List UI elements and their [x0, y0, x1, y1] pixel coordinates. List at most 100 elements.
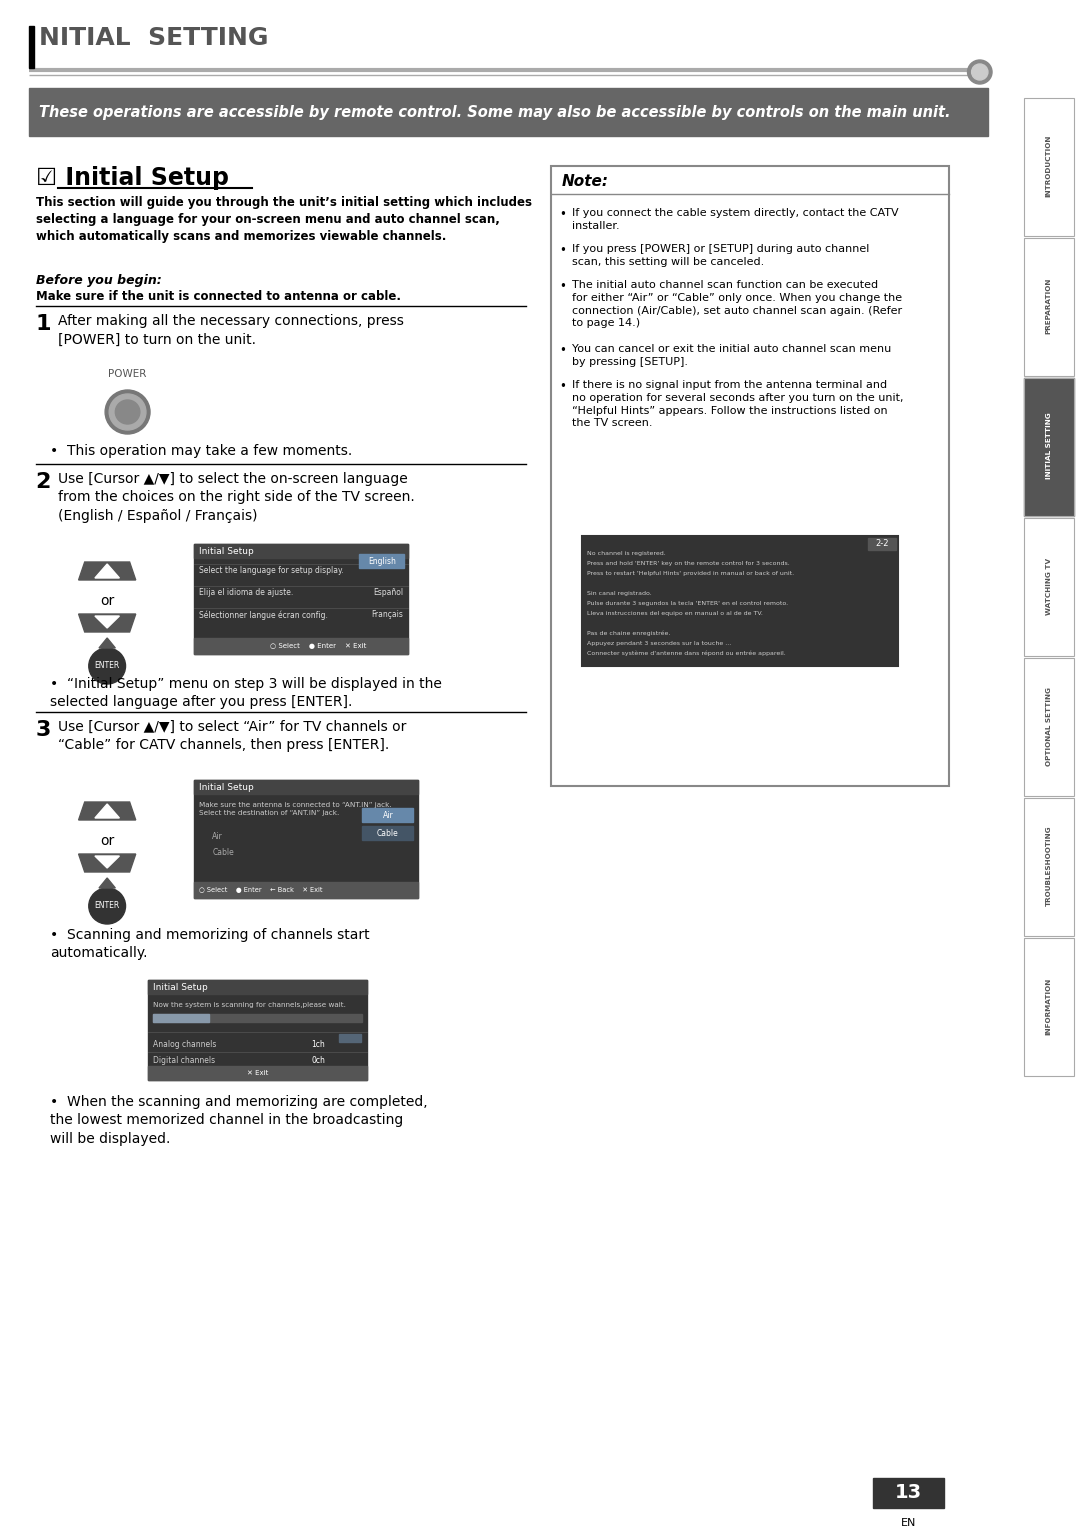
Text: ENTER: ENTER	[95, 661, 120, 670]
Bar	[148, 980, 367, 993]
Bar	[1024, 938, 1074, 1076]
Bar	[1024, 798, 1074, 935]
Text: •  This operation may take a few moments.: • This operation may take a few moments.	[50, 444, 352, 458]
Bar	[194, 882, 418, 897]
Text: 1: 1	[36, 314, 51, 334]
Text: •: •	[559, 380, 566, 394]
Bar	[148, 1067, 367, 1080]
Text: Press to restart 'Helpful Hints' provided in manual or back of unit.: Press to restart 'Helpful Hints' provide…	[586, 571, 794, 575]
Bar	[194, 638, 408, 655]
Bar	[194, 780, 418, 794]
Bar	[1024, 238, 1074, 375]
Circle shape	[968, 60, 993, 84]
Text: Now the system is scanning for channels,please wait.: Now the system is scanning for channels,…	[153, 1003, 346, 1009]
Polygon shape	[99, 877, 116, 888]
Text: Select the language for setup display.: Select the language for setup display.	[199, 566, 343, 575]
Bar	[1024, 517, 1074, 656]
Text: Cable: Cable	[377, 829, 399, 838]
Text: EN: EN	[901, 1518, 916, 1526]
Text: INITIAL SETTING: INITIAL SETTING	[1045, 412, 1052, 479]
Text: or: or	[100, 835, 114, 848]
Text: Français: Français	[372, 610, 403, 620]
Text: INTRODUCTION: INTRODUCTION	[1045, 134, 1052, 197]
Text: Digital channels: Digital channels	[153, 1056, 215, 1065]
Text: •  Scanning and memorizing of channels start
automatically.: • Scanning and memorizing of channels st…	[50, 928, 369, 960]
Bar	[1024, 938, 1074, 1076]
Text: If you connect the cable system directly, contact the CATV
installer.: If you connect the cable system directly…	[571, 208, 899, 230]
Text: 13: 13	[894, 1483, 922, 1503]
Text: Before you begin:: Before you begin:	[36, 275, 162, 287]
Text: OPTIONAL SETTING: OPTIONAL SETTING	[1045, 687, 1052, 766]
Text: These operations are accessible by remote control. Some may also be accessible b: These operations are accessible by remot…	[39, 104, 950, 119]
Text: Initial Setup: Initial Setup	[199, 783, 254, 792]
Bar	[153, 1013, 362, 1022]
Polygon shape	[79, 613, 136, 632]
Bar	[362, 826, 414, 839]
Text: Initial Setup: Initial Setup	[153, 983, 207, 992]
Text: Sélectionner langue écran config.: Sélectionner langue écran config.	[199, 610, 328, 620]
Text: ENTER: ENTER	[95, 902, 120, 911]
Text: Cable: Cable	[213, 848, 234, 858]
Text: 1ch: 1ch	[311, 1041, 325, 1048]
Text: ○ Select    ● Enter    ✕ Exit: ○ Select ● Enter ✕ Exit	[270, 642, 367, 649]
Polygon shape	[95, 565, 120, 578]
Text: ✕ Exit: ✕ Exit	[247, 1070, 269, 1076]
Bar	[339, 1035, 362, 1042]
Text: Analog channels: Analog channels	[153, 1041, 216, 1048]
Text: If you press [POWER] or [SETUP] during auto channel
scan, this setting will be c: If you press [POWER] or [SETUP] during a…	[571, 244, 869, 267]
Text: •: •	[559, 343, 566, 357]
Text: Pas de chaine enregistrée.: Pas de chaine enregistrée.	[586, 630, 671, 636]
Bar	[582, 536, 899, 665]
Text: The initial auto channel scan function can be executed
for either “Air” or “Cabl: The initial auto channel scan function c…	[571, 279, 902, 328]
Text: 0ch: 0ch	[311, 1056, 325, 1065]
Polygon shape	[79, 855, 136, 871]
Text: Español: Español	[373, 588, 403, 597]
Bar	[194, 780, 418, 897]
Circle shape	[89, 888, 125, 925]
Text: •  When the scanning and memorizing are completed,
the lowest memorized channel : • When the scanning and memorizing are c…	[50, 1096, 428, 1146]
Text: Press and hold 'ENTER' key on the remote control for 3 seconds.: Press and hold 'ENTER' key on the remote…	[586, 562, 789, 566]
Text: Air: Air	[213, 832, 224, 841]
Text: or: or	[100, 594, 114, 607]
Text: TROUBLESHOOTING: TROUBLESHOOTING	[1045, 826, 1052, 906]
Text: Air: Air	[382, 810, 393, 819]
Polygon shape	[79, 562, 136, 580]
Text: PREPARATION: PREPARATION	[1045, 278, 1052, 334]
Text: English: English	[368, 557, 395, 566]
Text: You can cancel or exit the initial auto channel scan menu
by pressing [SETUP].: You can cancel or exit the initial auto …	[571, 343, 891, 366]
Text: If there is no signal input from the antenna terminal and
no operation for sever: If there is no signal input from the ant…	[571, 380, 903, 429]
Text: Pulse durante 3 segundos la tecla 'ENTER' en el control remoto.: Pulse durante 3 segundos la tecla 'ENTER…	[586, 601, 788, 606]
Text: Elija el idioma de ajuste.: Elija el idioma de ajuste.	[199, 588, 294, 597]
Bar	[194, 543, 408, 559]
Text: •: •	[559, 279, 566, 293]
Bar	[1024, 98, 1074, 237]
Bar	[194, 543, 408, 655]
Bar	[28, 89, 988, 136]
Text: 3: 3	[36, 720, 51, 740]
Text: •  “Initial Setup” menu on step 3 will be displayed in the
selected language aft: • “Initial Setup” menu on step 3 will be…	[50, 678, 442, 710]
Circle shape	[972, 64, 988, 79]
Polygon shape	[95, 804, 120, 818]
Text: ○ Select    ● Enter    ← Back    ✕ Exit: ○ Select ● Enter ← Back ✕ Exit	[199, 887, 323, 893]
Bar	[153, 1013, 210, 1022]
Text: Use [Cursor ▲/▼] to select the on-screen language
from the choices on the right : Use [Cursor ▲/▼] to select the on-screen…	[58, 472, 415, 523]
Bar	[867, 539, 896, 549]
Text: Make sure the antenna is connected to “ANT.IN” jack.
Select the destination of “: Make sure the antenna is connected to “A…	[199, 803, 392, 815]
Bar	[1024, 378, 1074, 516]
Bar	[362, 807, 414, 823]
Text: POWER: POWER	[108, 369, 147, 378]
Text: 2-2: 2-2	[875, 540, 889, 548]
Text: ☑ Initial Setup: ☑ Initial Setup	[36, 166, 229, 191]
Text: Note:: Note:	[562, 174, 608, 189]
Bar	[873, 1479, 944, 1508]
Circle shape	[89, 649, 125, 684]
Text: Make sure if the unit is connected to antenna or cable.: Make sure if the unit is connected to an…	[36, 290, 401, 304]
Text: Use [Cursor ▲/▼] to select “Air” for TV channels or
“Cable” for CATV channels, t: Use [Cursor ▲/▼] to select “Air” for TV …	[58, 720, 406, 752]
Text: •: •	[559, 244, 566, 256]
Bar	[1024, 378, 1074, 516]
Polygon shape	[95, 856, 120, 868]
Bar	[551, 166, 949, 786]
Text: Initial Setup: Initial Setup	[199, 546, 254, 555]
Polygon shape	[99, 638, 116, 649]
Text: •: •	[559, 208, 566, 221]
